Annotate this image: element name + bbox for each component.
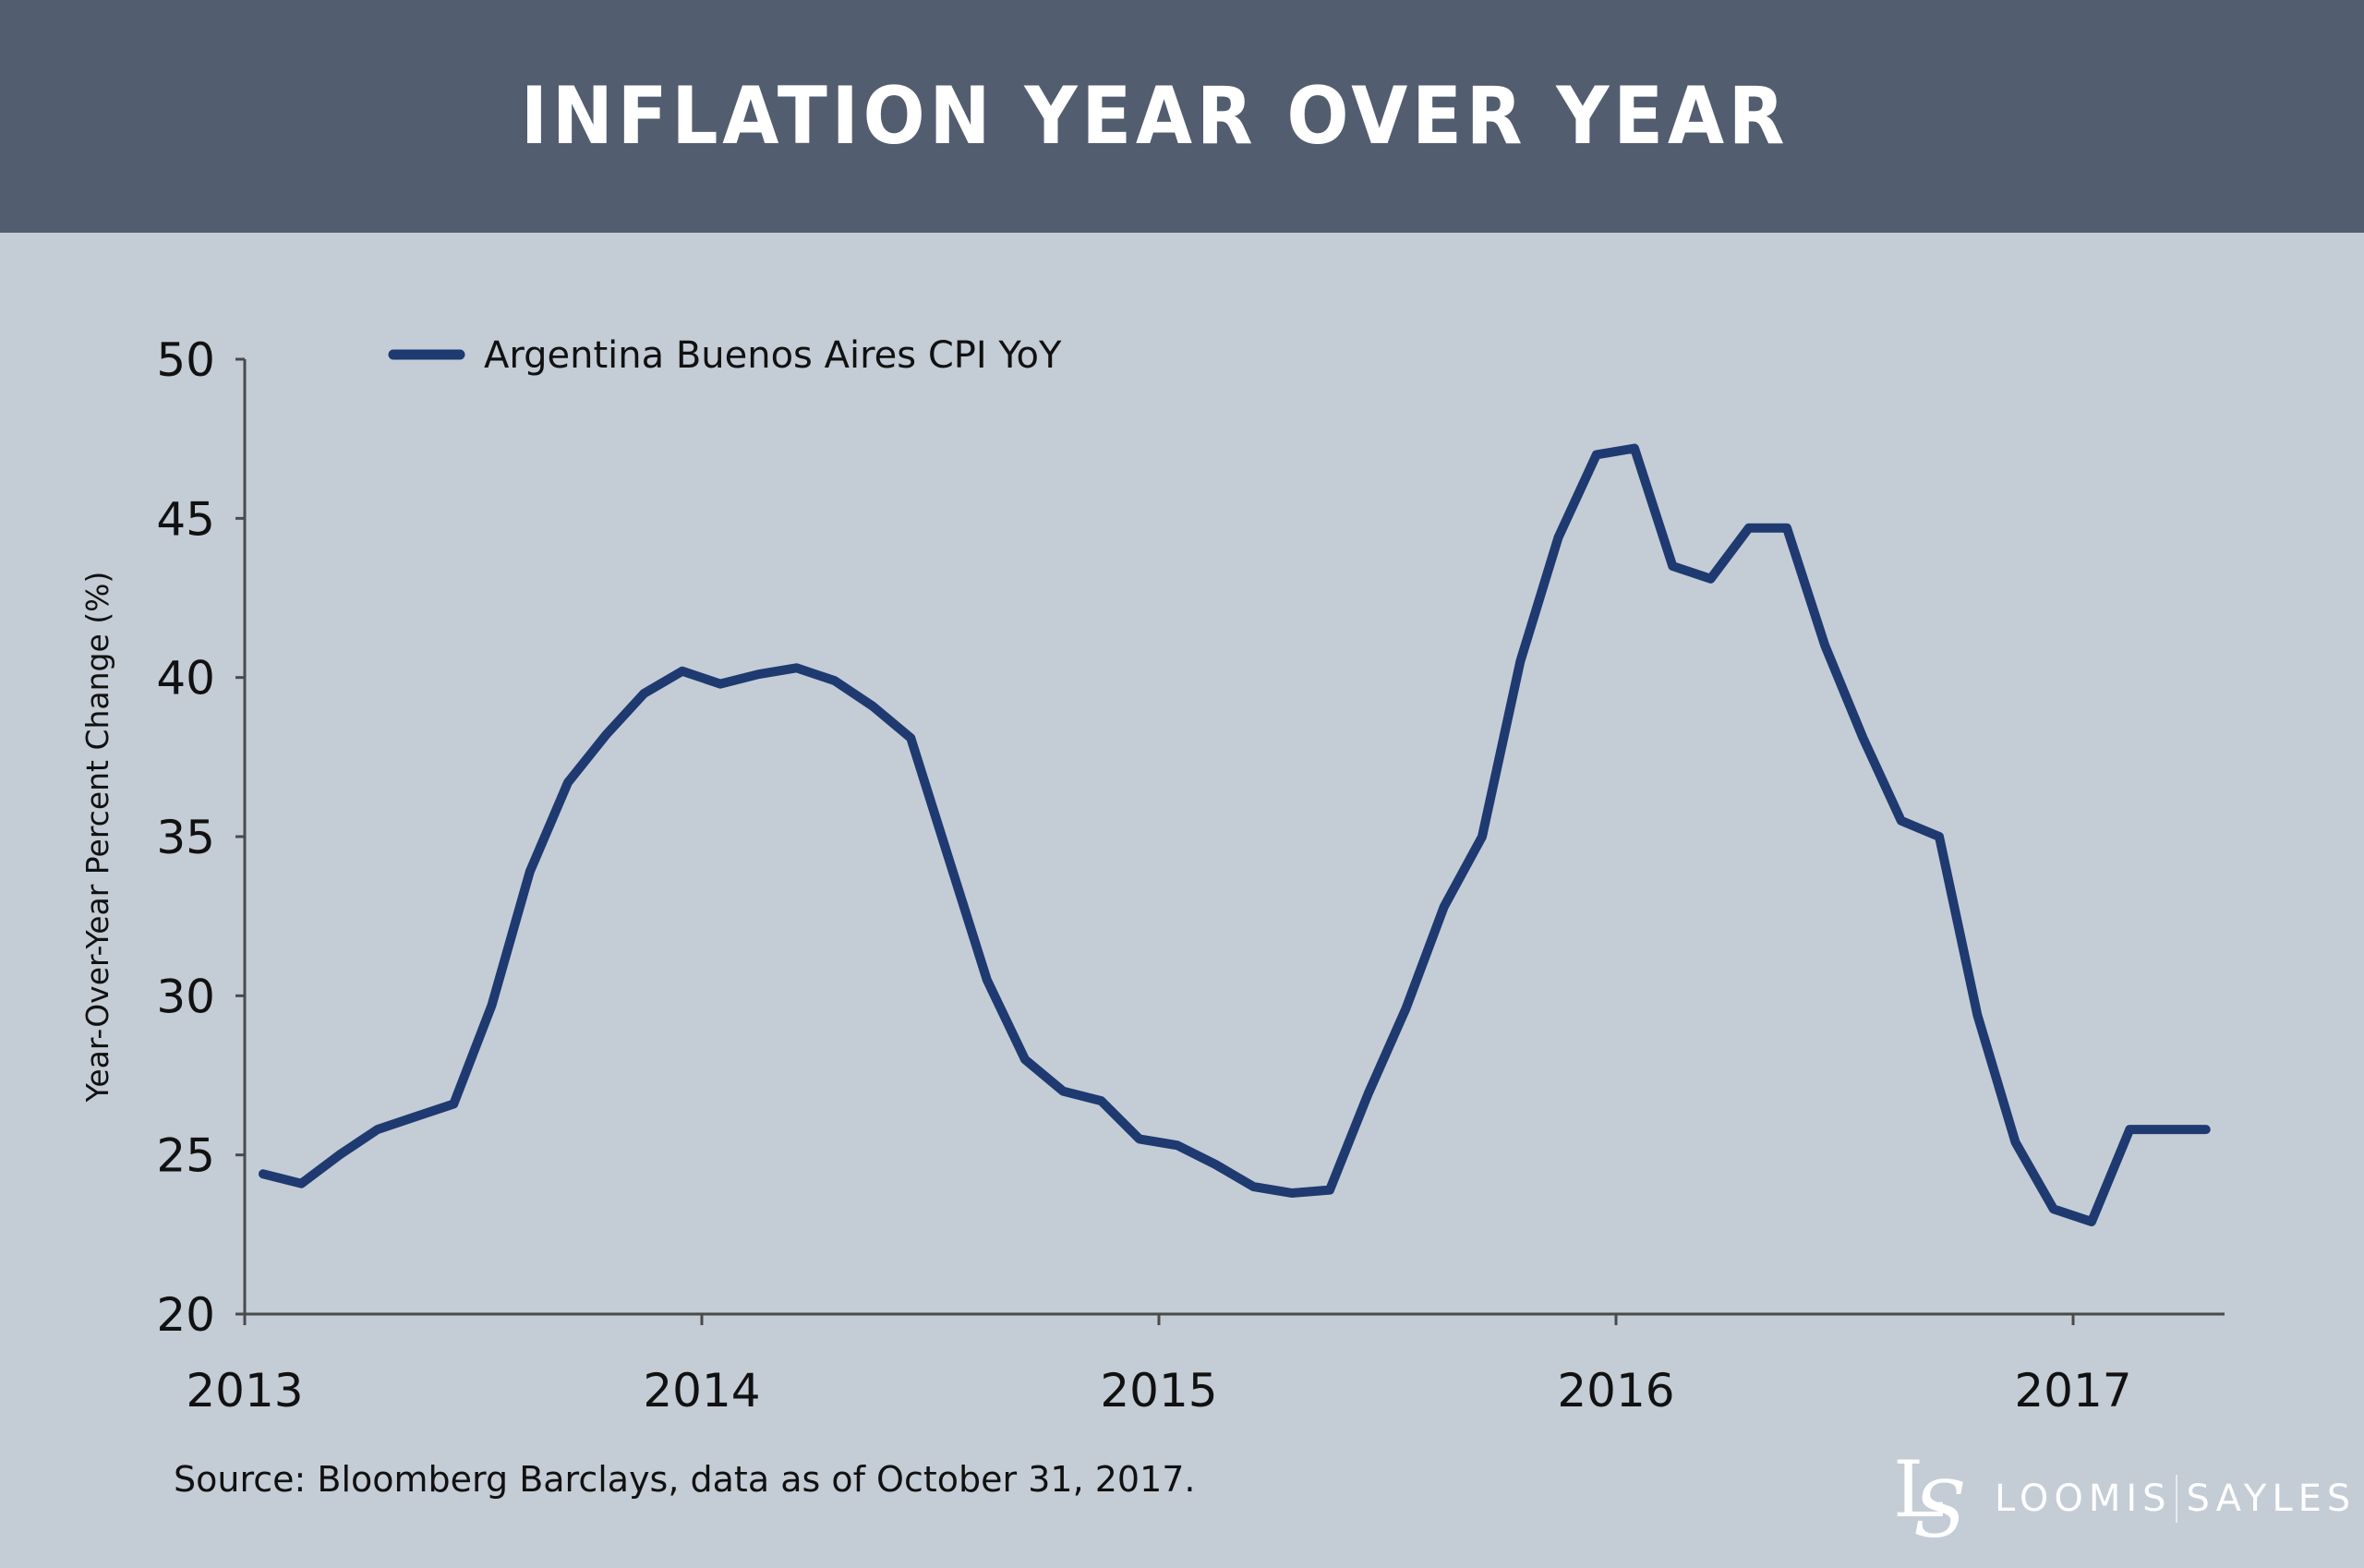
logo-divider	[2175, 1475, 2177, 1523]
y-tick-label: 30	[156, 970, 215, 1023]
x-tick-label: 2016	[1557, 1364, 1674, 1417]
y-tick-label: 25	[156, 1129, 215, 1183]
y-axis-ticks: 20 25 30 35 40 45 50	[156, 333, 245, 1342]
x-tick-label: 2014	[643, 1364, 760, 1417]
x-tick-label: 2013	[186, 1364, 303, 1417]
series-line-argentina-cpi	[259, 443, 2211, 1226]
chart-header: INFLATION YEAR OVER YEAR	[0, 0, 2364, 233]
logo-text-right: SAYLES	[2186, 1478, 2357, 1520]
source-note: Source: Bloomberg Barclays, data as of O…	[174, 1459, 1196, 1500]
logo-text-left: LOOMIS	[1995, 1478, 2172, 1520]
y-tick-label: 20	[156, 1288, 215, 1342]
x-tick-label: 2017	[2014, 1364, 2131, 1417]
y-axis-label: Year-Over-Year Percent Change (%)	[79, 572, 115, 1104]
x-tick-label: 2015	[1100, 1364, 1217, 1417]
y-tick-label: 45	[156, 492, 215, 546]
y-tick-label: 35	[156, 811, 215, 864]
x-axis-ticks: 2013 2014 2015 2016 2017	[186, 1314, 2132, 1417]
legend: Argentina Buenos Aires CPI YoY	[388, 334, 1062, 377]
legend-label: Argentina Buenos Aires CPI YoY	[484, 334, 1062, 377]
y-tick-label: 50	[156, 333, 215, 387]
y-tick-label: 40	[156, 652, 215, 706]
logo-wordmark: LOOMIS SAYLES	[1995, 1475, 2356, 1523]
chart-title: INFLATION YEAR OVER YEAR	[520, 70, 1789, 163]
